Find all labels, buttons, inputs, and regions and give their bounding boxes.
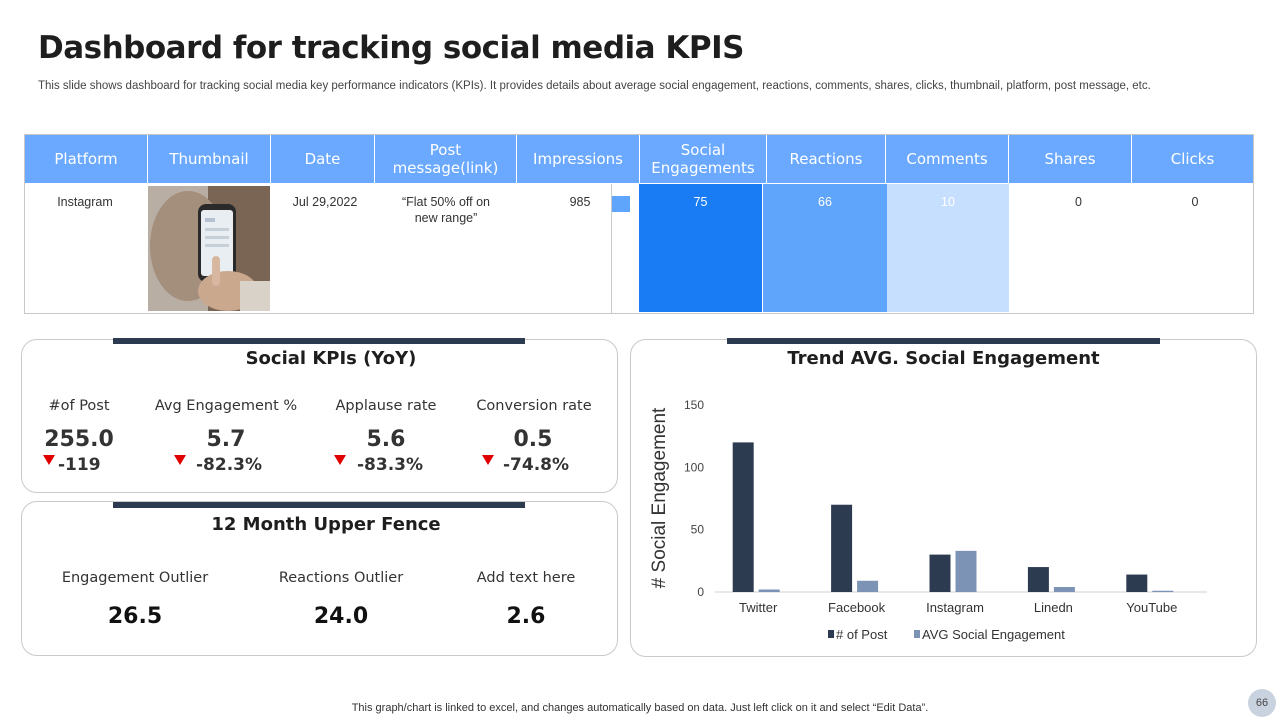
kpi-label-posts: #of Post xyxy=(48,398,110,414)
kpi-change-conversion: -74.8% xyxy=(503,455,570,475)
decrease-arrow-icon xyxy=(43,455,55,465)
chart-title: Trend AVG. Social Engagement xyxy=(787,348,1100,369)
footer-note: This graph/chart is linked to excel, and… xyxy=(351,702,929,714)
chart-x-tick-label: Linedn xyxy=(1034,600,1073,615)
kpi-value-conversion: 0.5 xyxy=(513,427,553,452)
chart-x-tick-label: YouTube xyxy=(1126,600,1177,615)
page-number-badge: 66 xyxy=(1248,689,1276,717)
chart-y-axis-label: # Social Engagement xyxy=(649,407,670,588)
bar-facebook-series-1 xyxy=(857,580,879,592)
bar-youtube-series-0 xyxy=(1126,574,1148,592)
post-message-line2[interactable]: new range” xyxy=(414,211,478,225)
fence-label-engagement: Engagement Outlier xyxy=(61,570,209,586)
chart-x-tick-label: Facebook xyxy=(828,600,886,615)
cell-social-engagements: 75 xyxy=(693,195,708,209)
upper-fence-accent-bar xyxy=(113,502,525,508)
chart-x-tick-label: Twitter xyxy=(739,600,778,615)
kpi-label-applause: Applause rate xyxy=(335,398,437,414)
bar-twitter-series-1 xyxy=(758,589,780,592)
cell-comments: 10 xyxy=(941,195,955,209)
legend-label-posts: # of Post xyxy=(836,627,888,642)
header-reactions: Reactions xyxy=(767,135,886,183)
cell-shares: 0 xyxy=(1075,195,1082,209)
chart-y-tick-label: 0 xyxy=(697,585,704,599)
cell-clicks: 0 xyxy=(1191,195,1199,209)
chart-y-tick-label: 100 xyxy=(684,460,704,474)
header-social-engagements-line2: Engagements xyxy=(651,159,755,177)
cell-platform: Instagram xyxy=(57,195,113,209)
decrease-arrow-icon xyxy=(482,455,494,465)
cell-post-message: “Flat 50% off on new range” xyxy=(375,194,517,226)
kpi-change-applause: -83.3% xyxy=(357,455,424,475)
kpi-value-engagement: 5.7 xyxy=(206,427,246,452)
fence-label-reactions: Reactions Outlier xyxy=(278,570,404,586)
decrease-arrow-icon xyxy=(334,455,346,465)
chart-legend: # of Post AVG Social Engagement xyxy=(828,627,1065,642)
legend-swatch-engagement xyxy=(914,630,920,638)
header-clicks: Clicks xyxy=(1132,135,1253,183)
post-message-line1[interactable]: “Flat 50% off on xyxy=(401,195,490,209)
bar-youtube-series-1 xyxy=(1152,590,1174,592)
page-title: Dashboard for tracking social media KPIS xyxy=(38,30,744,66)
bar-twitter-series-0 xyxy=(732,442,754,592)
fence-value-custom: 2.6 xyxy=(506,604,546,629)
chart-x-tick-label: Instagram xyxy=(926,600,984,615)
bar-linedn-series-0 xyxy=(1027,567,1049,592)
social-kpis-accent-bar xyxy=(113,338,525,344)
impressions-data-bar xyxy=(612,196,630,212)
thumbnail-photo xyxy=(148,186,270,311)
legend-swatch-posts xyxy=(828,630,834,638)
upper-fence-panel xyxy=(21,501,618,656)
header-thumbnail: Thumbnail xyxy=(148,135,271,183)
cell-reactions: 66 xyxy=(818,195,832,209)
engagements-cell-fill xyxy=(639,184,762,312)
cell-impressions: 985 xyxy=(569,195,591,209)
kpi-value-applause: 5.6 xyxy=(366,427,406,452)
page-subtitle: This slide shows dashboard for tracking … xyxy=(38,80,1151,92)
kpi-label-conversion: Conversion rate xyxy=(476,398,592,414)
chart-y-tick-label: 150 xyxy=(684,398,704,412)
upper-fence-title: 12 Month Upper Fence xyxy=(211,514,441,535)
bar-linedn-series-1 xyxy=(1053,587,1075,592)
trend-chart-accent-bar xyxy=(727,338,1160,344)
kpi-value-posts: 255.0 xyxy=(44,427,114,452)
social-engagement-chart: # Social Engagement 0 50 100 150 Twitter Fac… xyxy=(649,398,1207,642)
legend-label-engagement: AVG Social Engagement xyxy=(922,627,1065,642)
header-date: Date xyxy=(271,135,375,183)
kpi-change-engagement: -82.3% xyxy=(196,455,263,475)
decrease-arrow-icon xyxy=(174,455,186,465)
kpi-change-posts: -119 xyxy=(58,455,101,475)
bar-instagram-series-0 xyxy=(929,554,951,592)
social-kpis-panel xyxy=(21,339,618,493)
bar-facebook-series-0 xyxy=(831,504,853,592)
table-header: Platform Thumbnail Date Post message(lin… xyxy=(25,135,1253,183)
fence-value-engagement: 26.5 xyxy=(107,604,163,629)
kpi-label-engagement: Avg Engagement % xyxy=(154,398,298,414)
thumbnail-image xyxy=(148,186,270,311)
fence-label-custom[interactable]: Add text here xyxy=(476,570,576,586)
header-post-message-line2: message(link) xyxy=(392,159,499,177)
reactions-cell-fill xyxy=(763,184,887,312)
header-social-engagements-line1: Social xyxy=(680,141,726,159)
kpi-table: Platform Thumbnail Date Post message(lin… xyxy=(24,134,1254,314)
comments-cell-fill xyxy=(887,184,1009,312)
social-kpis-title: Social KPIs (YoY) xyxy=(245,348,417,369)
header-comments: Comments xyxy=(886,135,1009,183)
cell-date: Jul 29,2022 xyxy=(292,195,358,209)
bar-instagram-series-1 xyxy=(955,550,977,592)
header-social-engagements: Social Engagements xyxy=(640,135,767,183)
fence-value-reactions: 24.0 xyxy=(313,604,369,629)
chart-y-tick-label: 50 xyxy=(691,523,705,537)
header-post-message-line1: Post xyxy=(429,141,462,159)
column-divider xyxy=(611,184,612,313)
header-impressions: Impressions xyxy=(517,135,640,183)
header-platform: Platform xyxy=(25,135,148,183)
header-post-message: Post message(link) xyxy=(375,135,517,183)
header-shares: Shares xyxy=(1009,135,1132,183)
